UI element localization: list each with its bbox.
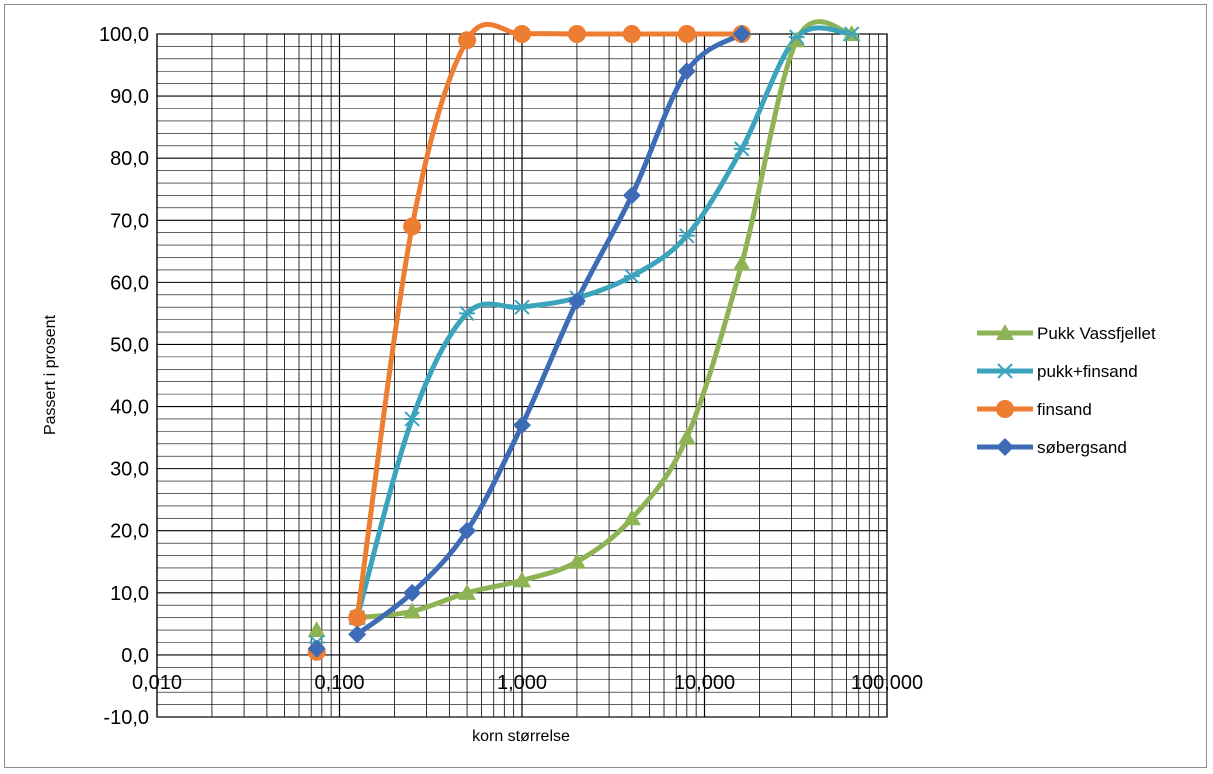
data-point-finsand — [677, 25, 696, 43]
legend-label: pukk+finsand — [1037, 362, 1138, 381]
data-point-pukk-vassfjellet — [567, 552, 586, 569]
data-point-pukk-finsand — [514, 299, 530, 315]
y-tick-label: 70,0 — [110, 210, 149, 232]
data-point-søbergsand — [458, 521, 477, 540]
y-tick-label: 80,0 — [110, 148, 149, 170]
y-tick-label: 10,0 — [110, 583, 149, 605]
data-point-pukk-vassfjellet — [787, 31, 806, 48]
data-point-finsand — [348, 608, 367, 627]
data-point-finsand — [513, 25, 531, 43]
data-point-finsand — [458, 31, 477, 50]
data-point-søbergsand — [677, 62, 696, 81]
data-point-finsand — [567, 25, 586, 43]
data-point-søbergsand — [732, 25, 751, 43]
data-point-søbergsand — [513, 416, 531, 435]
legend-item-finsand: finsand — [977, 400, 1092, 419]
data-point-søbergsand — [567, 291, 586, 310]
series-line-finsand — [354, 21, 745, 621]
data-point-pukk-vassfjellet — [307, 621, 326, 638]
data-point-søbergsand — [348, 625, 367, 644]
y-tick-labels: -10,0 0,0 10,0 20,0 30,0 40,0 50,0 60,0 70,0 80,0… — [99, 24, 149, 729]
y-tick-label: 100,0 — [99, 24, 149, 46]
data-point-søbergsand — [307, 639, 326, 658]
data-point-pukk-finsand — [623, 268, 640, 284]
chart-frame — [4, 4, 1207, 768]
series-markers — [307, 25, 861, 661]
x-tick-label: 0,010 — [132, 672, 182, 694]
data-point-pukk-vassfjellet — [403, 602, 422, 619]
data-point-pukk-finsand — [733, 141, 750, 157]
y-tick-label: 60,0 — [110, 272, 149, 294]
y-tick-label: -10,0 — [103, 707, 149, 729]
data-point-pukk-finsand — [459, 305, 476, 322]
data-point-pukk-finsand — [678, 228, 695, 244]
data-point-pukk-finsand — [843, 26, 860, 42]
data-point-pukk-vassfjellet — [513, 571, 531, 588]
data-point-pukk-vassfjellet — [732, 254, 751, 271]
grid — [156, 33, 888, 718]
y-tick-label: 90,0 — [110, 86, 149, 108]
legend-item-søbergsand: søbergsand — [977, 438, 1127, 457]
x-tick-label: 10,000 — [674, 672, 735, 694]
data-point-pukk-finsand — [788, 29, 805, 45]
legend-label: søbergsand — [1037, 438, 1127, 457]
legend-swatch-marker — [996, 400, 1014, 418]
x-tick-labels: 0,010 0,100 1,000 10,000 100,000 — [132, 672, 923, 694]
data-point-pukk-vassfjellet — [458, 583, 477, 600]
x-axis-title: korn størrelse — [472, 728, 570, 745]
data-point-pukk-vassfjellet — [622, 509, 641, 526]
data-point-finsand — [403, 217, 422, 236]
series-line-søbergsand — [354, 31, 745, 637]
legend-swatch-marker — [996, 324, 1014, 340]
y-tick-label: 50,0 — [110, 334, 149, 356]
legend-label: finsand — [1037, 400, 1092, 419]
data-point-søbergsand — [622, 186, 641, 205]
data-point-pukk-vassfjellet — [677, 428, 696, 445]
x-tick-label: 100,000 — [851, 672, 923, 694]
y-axis-title: Passert i prosent — [42, 314, 59, 435]
x-tick-label: 0,100 — [314, 672, 364, 694]
x-tick-label: 1,000 — [497, 672, 547, 694]
legend-swatch-marker — [996, 438, 1014, 456]
y-tick-label: 20,0 — [110, 521, 149, 543]
series-lines — [354, 19, 855, 637]
y-tick-label: 40,0 — [110, 397, 149, 419]
data-point-søbergsand — [403, 583, 422, 602]
y-tick-label: 0,0 — [121, 645, 149, 667]
legend: Pukk Vassfjellet pukk+finsand finsand søber… — [977, 324, 1156, 457]
legend-item-pukk-finsand: pukk+finsand — [977, 362, 1138, 381]
legend-swatch-marker — [997, 363, 1013, 379]
legend-item-pukk-vassfjellet: Pukk Vassfjellet — [977, 324, 1156, 343]
data-point-finsand — [622, 25, 641, 43]
series-line-pukk-finsand — [354, 25, 855, 621]
data-point-pukk-finsand — [404, 411, 421, 427]
y-tick-label: 30,0 — [110, 459, 149, 481]
legend-label: Pukk Vassfjellet — [1037, 324, 1156, 343]
